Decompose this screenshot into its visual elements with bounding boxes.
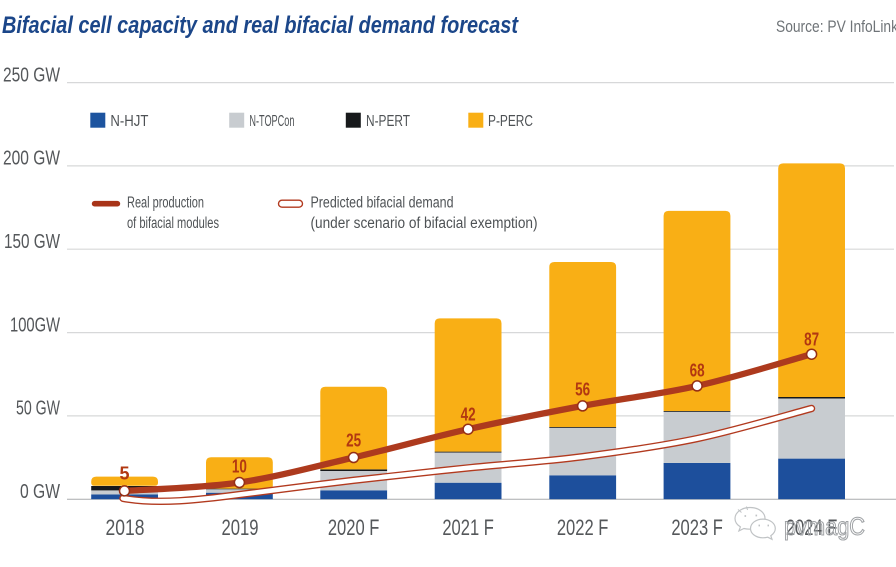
svg-text:Predicted bifacial demand: Predicted bifacial demand — [311, 195, 454, 212]
svg-text:25: 25 — [346, 431, 361, 451]
svg-text:Real production: Real production — [127, 195, 204, 212]
svg-text:2022 F: 2022 F — [557, 515, 609, 540]
svg-text:68: 68 — [690, 360, 705, 380]
svg-text:of bifacial modules: of bifacial modules — [127, 215, 219, 232]
svg-text:2020 F: 2020 F — [328, 515, 380, 540]
svg-text:150 GW: 150 GW — [4, 230, 60, 253]
svg-text:(under scenario of bifacial ex: (under scenario of bifacial exemption) — [311, 215, 538, 232]
svg-text:N-HJT: N-HJT — [110, 113, 148, 130]
svg-text:50 GW: 50 GW — [16, 397, 60, 420]
svg-text:100GW: 100GW — [10, 313, 60, 336]
svg-text:56: 56 — [575, 380, 590, 400]
svg-text:2019: 2019 — [222, 515, 259, 540]
svg-text:200 GW: 200 GW — [3, 147, 60, 170]
svg-text:42: 42 — [461, 404, 476, 424]
svg-text:0 GW: 0 GW — [20, 480, 60, 503]
svg-text:pvmagC: pvmagC — [784, 513, 865, 541]
svg-text:N-PERT: N-PERT — [366, 113, 410, 130]
svg-text:10: 10 — [232, 456, 247, 476]
svg-text:5: 5 — [119, 464, 129, 484]
svg-text:2024 F: 2024 F — [786, 515, 838, 540]
svg-text:2021 F: 2021 F — [442, 515, 494, 540]
svg-text:87: 87 — [804, 329, 819, 349]
svg-text:N-TOPCon: N-TOPCon — [249, 113, 294, 130]
svg-text:Source: PV InfoLink: Source: PV InfoLink — [776, 17, 896, 36]
svg-text:2018: 2018 — [106, 515, 145, 540]
svg-text:P-PERC: P-PERC — [488, 113, 533, 130]
svg-text:Bifacial cell capacity and rea: Bifacial cell capacity and real bifacial… — [2, 12, 519, 39]
svg-text:250 GW: 250 GW — [3, 63, 60, 86]
svg-text:2023 F: 2023 F — [671, 515, 723, 540]
